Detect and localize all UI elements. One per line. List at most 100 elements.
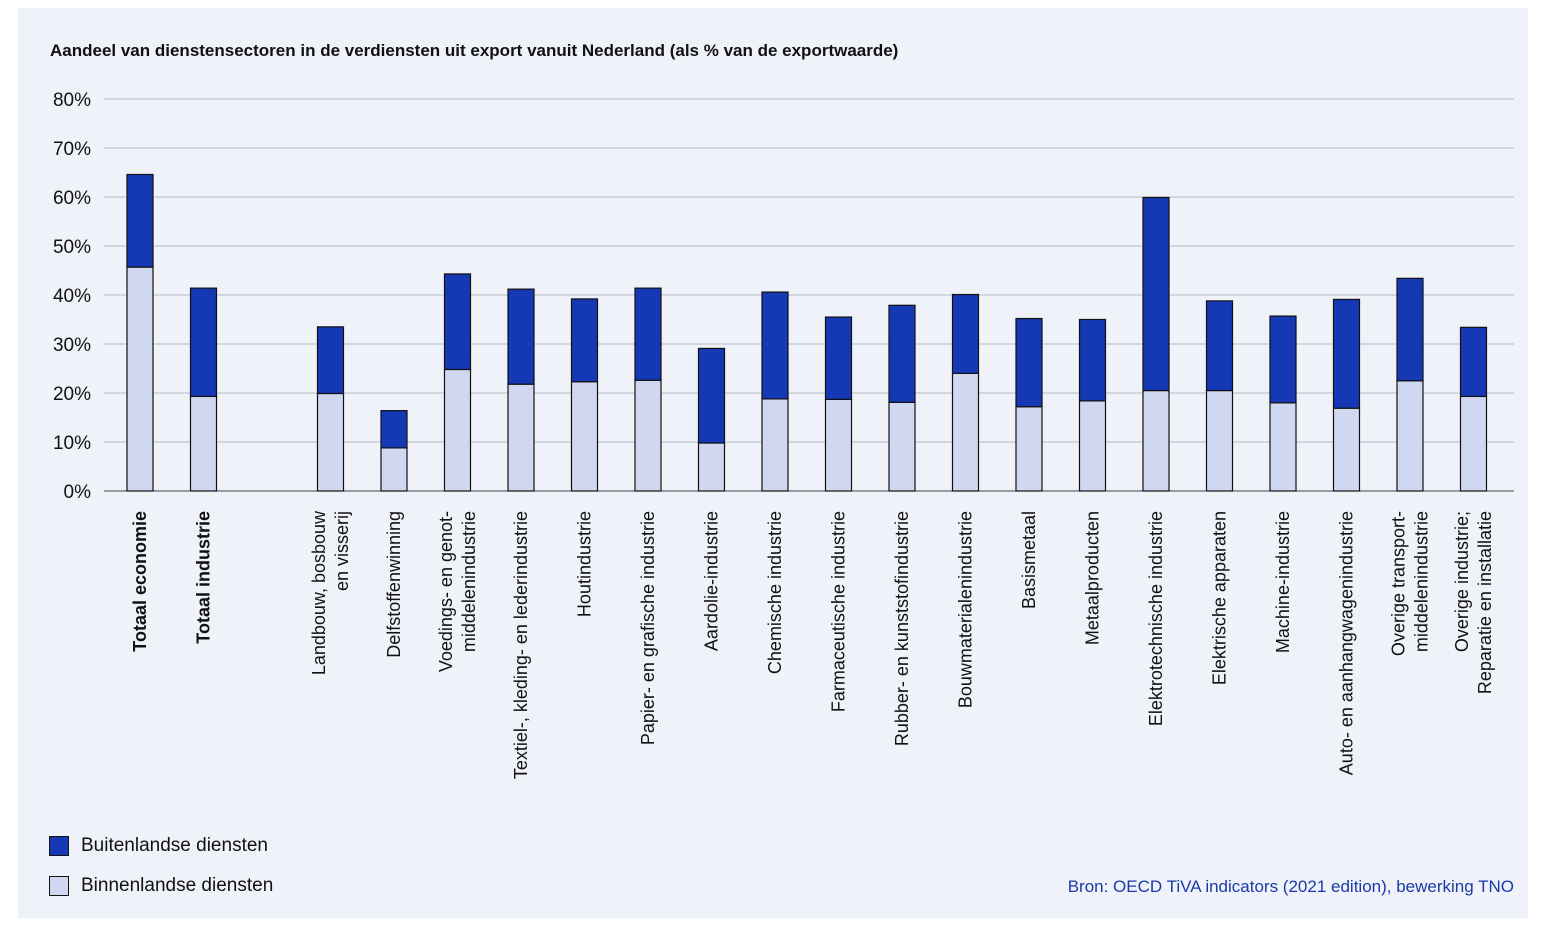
bar-segment-buitenlandse <box>1269 315 1297 404</box>
bar-segment-buitenlandse <box>824 316 853 400</box>
x-tick-label: Farmaceutische industrie <box>829 511 849 712</box>
bar-segment-binnenlandse <box>316 392 345 492</box>
x-tick-label: Elektrische apparaten <box>1210 511 1230 685</box>
bar-segment-buitenlandse <box>697 347 726 444</box>
bar-segment-buitenlandse <box>380 410 408 449</box>
x-tick-label: Auto- en aanhangwagenindustrie <box>1337 511 1357 775</box>
x-tick-label-line: Bouwmaterialenindustrie <box>956 511 976 708</box>
x-tick-label-line: Auto- en aanhangwagenindustrie <box>1337 511 1357 775</box>
legend-swatch-buitenlandse <box>49 836 69 856</box>
bar-segment-binnenlandse <box>888 401 916 492</box>
x-tick-label-line: Elektrische apparaten <box>1210 511 1230 685</box>
bar-segment-buitenlandse <box>1205 300 1234 392</box>
source-note: Bron: OECD TiVA indicators (2021 edition… <box>1067 877 1514 896</box>
y-tick-label: 70% <box>53 139 91 160</box>
x-tick-label: Papier- en grafische industrie <box>638 511 658 745</box>
x-tick-label-line: middelenindustrie <box>459 511 479 652</box>
bar-segment-buitenlandse <box>951 293 980 375</box>
x-tick-label: Machine-industrie <box>1273 511 1293 653</box>
y-tick-label: 80% <box>53 90 91 111</box>
bar-segment-binnenlandse <box>1332 407 1361 492</box>
bar-segment-buitenlandse <box>126 173 154 268</box>
x-axis-labels: Totaal economie Totaal industrie Landbouw,… <box>130 510 1495 779</box>
x-tick-label: Landbouw, bosbouw en visserij <box>309 510 352 675</box>
stacked-bar-chart: 0% 10% 20% 30% 40% 50% 60% 70% 80% Totaal econom… <box>53 90 1514 779</box>
bar-segment-binnenlandse <box>126 266 154 492</box>
legend-swatch-binnenlandse <box>49 876 69 896</box>
x-tick-label: Totaal industrie <box>194 511 214 644</box>
x-tick-label-line: Voedings- en genot- <box>436 511 456 672</box>
y-tick-label: 0% <box>64 482 92 503</box>
x-tick-label: Overige transport-middelenindustrie <box>1389 511 1432 656</box>
gridlines <box>104 98 1514 492</box>
bar-segment-buitenlandse <box>316 326 345 395</box>
x-tick-label-line: Metaalproducten <box>1083 511 1103 645</box>
bar-segment-buitenlandse <box>1332 298 1361 409</box>
x-tick-label-line: Totaal industrie <box>194 511 214 644</box>
bar-segment-binnenlandse <box>1459 395 1488 492</box>
bar-segment-binnenlandse <box>1142 389 1170 492</box>
legend-item-binnenlandse: Binnenlandse diensten <box>49 874 273 898</box>
x-tick-label: Metaalproducten <box>1083 511 1103 645</box>
x-tick-label-line: Overige industrie; <box>1452 511 1472 652</box>
x-tick-label-line: Textiel-, kleding- en lederindustrie <box>511 511 531 779</box>
x-tick-label-line: Totaal economie <box>130 511 150 652</box>
x-tick-label-line: Machine-industrie <box>1273 511 1293 653</box>
y-axis-ticks: 0% 10% 20% 30% 40% 50% 60% 70% 80% <box>53 90 91 503</box>
bar-segment-buitenlandse <box>761 291 789 400</box>
x-tick-label-line: Rubber- en kunststofindustrie <box>892 511 912 746</box>
x-tick-label-line: Chemische industrie <box>765 511 785 674</box>
x-tick-label-line: Reparatie en installatie <box>1475 511 1495 694</box>
bar-segment-binnenlandse <box>507 383 535 492</box>
bar-segment-buitenlandse <box>1142 196 1170 392</box>
bars <box>126 173 1488 492</box>
bar-segment-binnenlandse <box>1269 402 1297 492</box>
bar-segment-binnenlandse <box>570 381 599 492</box>
x-tick-label-line: en visserij <box>332 511 352 591</box>
x-tick-label: Basismetaal <box>1019 511 1039 609</box>
bar-segment-buitenlandse <box>888 304 916 403</box>
bar-segment-buitenlandse <box>189 287 218 398</box>
x-tick-label-line: Elektrotechnische industrie <box>1146 511 1166 726</box>
bar-segment-buitenlandse <box>1015 317 1043 408</box>
x-tick-label: Rubber- en kunststofindustrie <box>892 511 912 746</box>
x-tick-label-line: Basismetaal <box>1019 511 1039 609</box>
x-tick-label-line: Houtindustrie <box>575 511 595 617</box>
y-tick-label: 40% <box>53 286 91 307</box>
x-tick-label: Bouwmaterialenindustrie <box>956 511 976 708</box>
legend-item-buitenlandse: Buitenlandse diensten <box>49 834 268 858</box>
x-tick-label-line: Papier- en grafische industrie <box>638 511 658 745</box>
x-tick-label-line: middelenindustrie <box>1412 511 1432 652</box>
x-tick-label-line: Aardolie-industrie <box>702 511 722 651</box>
x-tick-label: Delfstoffenwinning <box>384 511 404 658</box>
x-tick-label: Aardolie-industrie <box>702 511 722 651</box>
bar-segment-buitenlandse <box>570 298 599 383</box>
bar-segment-binnenlandse <box>697 442 726 492</box>
x-tick-label: Houtindustrie <box>575 511 595 617</box>
y-tick-label: 50% <box>53 237 91 258</box>
bar-segment-binnenlandse <box>1396 380 1424 492</box>
x-tick-label-line: Landbouw, bosbouw <box>309 510 329 675</box>
x-tick-label: Totaal economie <box>130 511 150 652</box>
bar-segment-binnenlandse <box>380 447 408 492</box>
chart-panel: Aandeel van dienstensectoren in de verdi… <box>18 8 1528 918</box>
y-tick-label: 30% <box>53 335 91 356</box>
bar-segment-binnenlandse <box>1205 389 1234 492</box>
x-tick-label: Chemische industrie <box>765 511 785 674</box>
x-tick-label: Voedings- en genot-middelenindustrie <box>436 511 479 672</box>
bar-segment-buitenlandse <box>1078 318 1107 402</box>
bar-segment-binnenlandse <box>1015 406 1043 492</box>
bar-segment-buitenlandse <box>1459 326 1488 398</box>
bar-segment-buitenlandse <box>1396 277 1424 382</box>
y-tick-label: 10% <box>53 433 91 454</box>
bar-segment-buitenlandse <box>443 273 472 371</box>
y-tick-label: 60% <box>53 188 91 209</box>
x-tick-label-line: Delfstoffenwinning <box>384 511 404 658</box>
x-tick-label-line: Farmaceutische industrie <box>829 511 849 712</box>
bar-segment-binnenlandse <box>761 398 789 492</box>
bar-segment-buitenlandse <box>634 287 662 381</box>
x-tick-label: Overige industrie; Reparatie en installat… <box>1452 511 1495 694</box>
y-tick-label: 20% <box>53 384 91 405</box>
legend-label-buitenlandse: Buitenlandse diensten <box>81 835 268 856</box>
x-tick-label-line: Overige transport- <box>1389 511 1409 656</box>
